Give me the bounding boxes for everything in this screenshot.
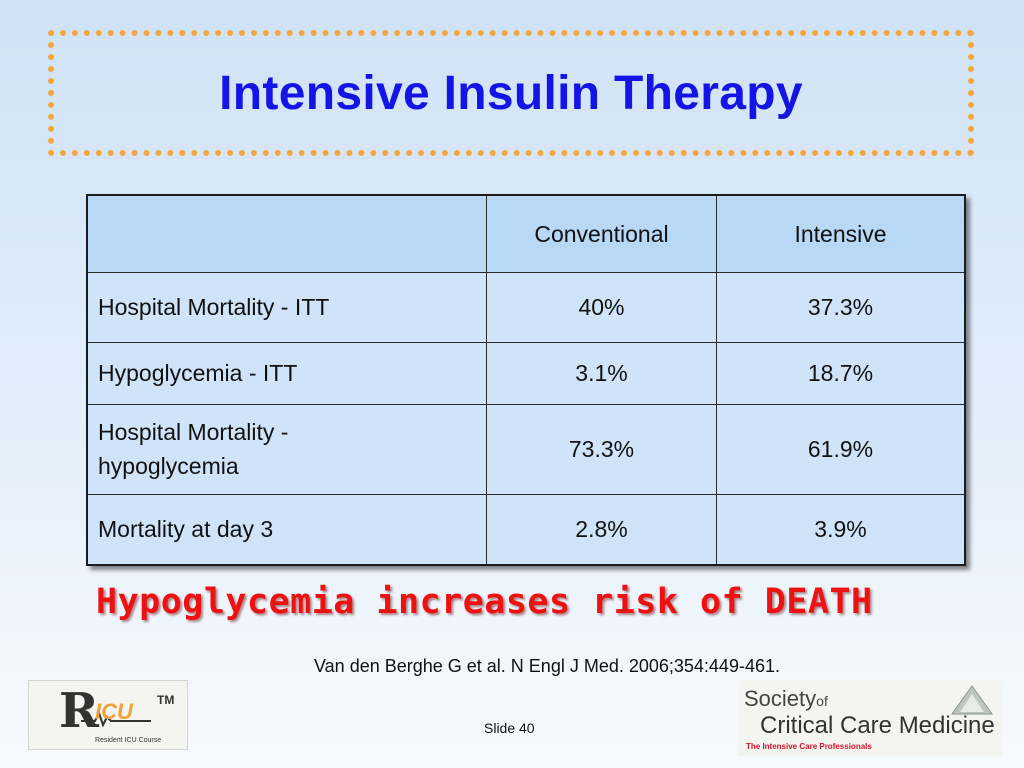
- sccm-logo-line2: Critical Care Medicine: [760, 712, 995, 739]
- ricu-logo-tm: TM: [157, 693, 175, 707]
- value-conventional: 73.3%: [486, 404, 717, 495]
- results-table: Conventional Intensive Hospital Mortalit…: [86, 194, 966, 566]
- heartbeat-icon: [81, 711, 151, 727]
- table-header-row: Conventional Intensive: [86, 194, 966, 273]
- value-intensive: 37.3%: [716, 272, 966, 343]
- tagline: Hypoglycemia increases risk of DEATH: [96, 582, 873, 622]
- table-row: Hypoglycemia - ITT 3.1% 18.7%: [86, 342, 966, 405]
- header-conventional: Conventional: [486, 194, 717, 273]
- row-label: Hospital Mortality - hypoglycemia: [86, 404, 487, 495]
- value-intensive: 61.9%: [716, 404, 966, 495]
- ricu-logo: R ICU TM Resident ICU Course: [28, 680, 188, 750]
- header-intensive: Intensive: [716, 194, 966, 273]
- triangle-icon: [951, 685, 993, 715]
- table-row: Hospital Mortality - ITT 40% 37.3%: [86, 272, 966, 343]
- citation: Van den Berghe G et al. N Engl J Med. 20…: [314, 656, 780, 676]
- slide-title: Intensive Insulin Therapy: [219, 66, 803, 120]
- table-row: Mortality at day 3 2.8% 3.9%: [86, 494, 966, 565]
- ricu-logo-r: R: [59, 683, 99, 739]
- row-label: Hypoglycemia - ITT: [86, 342, 487, 405]
- row-label: Mortality at day 3: [86, 494, 487, 565]
- header-empty-cell: [86, 194, 487, 273]
- sccm-logo-line1: Societyof: [744, 686, 828, 711]
- sccm-logo: Societyof Critical Care Medicine The Int…: [738, 680, 1002, 756]
- ricu-logo-subtitle: Resident ICU Course: [95, 737, 162, 744]
- slide-number: Slide 40: [484, 720, 535, 736]
- sccm-logo-of: of: [816, 693, 828, 709]
- row-label: Hospital Mortality - ITT: [86, 272, 487, 343]
- value-conventional: 3.1%: [486, 342, 717, 405]
- title-frame: Intensive Insulin Therapy: [48, 30, 974, 156]
- ricu-logo-icu: ICU: [95, 699, 133, 724]
- value-intensive: 18.7%: [716, 342, 966, 405]
- value-conventional: 2.8%: [486, 494, 717, 565]
- value-intensive: 3.9%: [716, 494, 966, 565]
- table-row: Hospital Mortality - hypoglycemia 73.3% …: [86, 404, 966, 495]
- value-conventional: 40%: [486, 272, 717, 343]
- sccm-logo-line3: The Intensive Care Professionals: [746, 742, 872, 751]
